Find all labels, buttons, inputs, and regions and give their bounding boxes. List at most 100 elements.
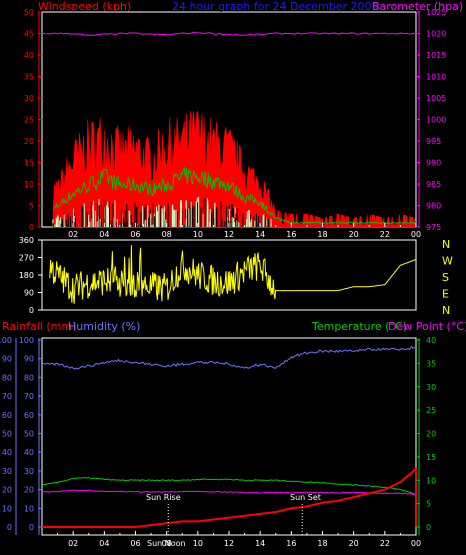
hum-ytick-label: 30 [24,467,34,476]
clim-xtick-label: 00 [411,539,421,548]
clim-xtick-label: 12 [224,539,234,548]
baro-ytick-label: 995 [426,137,441,146]
wind-ytick-label: 10 [24,180,34,189]
clim-xtick-label: 22 [380,539,390,548]
temperature-label: Temperature (°C) [311,320,407,333]
temp-ytick-label: 15 [426,453,436,462]
clim-xtick-label: 16 [286,539,296,548]
baro-ytick-label: 990 [426,159,441,168]
temp-ytick-label: 10 [426,476,436,485]
windspeed-label: Windspeed (kph) [38,0,131,13]
wind-ytick-label: 35 [24,73,34,82]
wind-ytick-label: 15 [24,159,34,168]
compass-letter: N [442,238,450,251]
gust-series [52,110,417,228]
rain-ytick-label: 30 [2,467,12,476]
temp-ytick-label: 40 [426,336,436,345]
compass-letter: E [442,288,449,301]
temp-ytick-label: 20 [426,430,436,439]
hum-ytick-label: 90 [24,355,34,364]
direction-panel-frame [41,239,417,311]
wind-ytick-label: 20 [24,137,34,146]
clim-xtick-label: 18 [317,539,327,548]
wind-xtick-label: 08 [162,230,172,239]
dewpoint-series [41,489,417,496]
compass-letter: N [442,304,450,317]
hum-ytick-label: 50 [24,430,34,439]
temp-ytick-label: 0 [426,523,431,532]
direction-series [49,245,417,304]
dir-ytick-label: 0 [29,306,34,315]
barometer-series [41,31,417,36]
rainfall-label: Rainfall (mm) [2,320,76,333]
rain-ytick-label: 100 [0,336,12,345]
compass-letter: S [442,271,449,284]
barometer-label: Barometer (hpa) [372,0,463,13]
wind-xtick-label: 12 [224,230,234,239]
wind-xtick-label: 00 [411,230,421,239]
clim-xtick-label: 04 [99,539,109,548]
baro-ytick-label: 985 [426,180,441,189]
clim-xtick-label: 10 [193,539,203,548]
wind-ytick-label: 5 [29,202,34,211]
graph-title: 24 hour graph for 24 December 2005 [172,0,379,13]
clim-xtick-label: 08 [162,539,172,548]
rain-ytick-label: 90 [2,355,12,364]
rain-ytick-label: 60 [2,411,12,420]
temp-ytick-label: 25 [426,406,436,415]
clim-xtick-label: 14 [255,539,265,548]
hum-ytick-label: 40 [24,448,34,457]
average-series [52,166,417,225]
hum-ytick-label: 80 [24,373,34,382]
dir-ytick-label: 180 [19,271,34,280]
temperature-series [41,476,417,495]
hum-ytick-label: 70 [24,392,34,401]
rain-ytick-label: 50 [2,430,12,439]
rain-ytick-label: 70 [2,392,12,401]
clim-xtick-label: 20 [349,539,359,548]
wind-xtick-label: 06 [130,230,140,239]
baro-ytick-label: 1000 [426,116,446,125]
temp-ytick-label: 35 [426,359,436,368]
wind-xtick-label: 16 [286,230,296,239]
wind-ytick-label: 25 [24,116,34,125]
sun-set-label: Sun Set [290,493,321,502]
wind-ytick-label: 30 [24,94,34,103]
temp-ytick-label: 30 [426,383,436,392]
wind-xtick-label: 10 [193,230,203,239]
baro-ytick-label: 1015 [426,51,446,60]
wind-ytick-label: 0 [29,223,34,232]
axes: 0510152025303540455097598098599099510001… [0,8,453,548]
hum-ytick-label: 20 [24,486,34,495]
hum-ytick-label: 100 [19,336,34,345]
baro-ytick-label: 975 [426,223,441,232]
wind-ytick-label: 50 [24,8,34,17]
baro-ytick-label: 1010 [426,73,446,82]
wind-xtick-label: 04 [99,230,109,239]
wind-xtick-label: 18 [317,230,327,239]
dir-ytick-label: 360 [19,236,34,245]
dir-ytick-label: 270 [19,254,34,263]
rain-ytick-label: 20 [2,486,12,495]
wind-xtick-label: 22 [380,230,390,239]
dewpoint-label: Dew Point (°C) [388,320,466,333]
dir-ytick-label: 90 [24,289,34,298]
rain-series [42,466,417,528]
wind-xtick-label: 14 [255,230,265,239]
clim-xtick-label: 06 [130,539,140,548]
wind-ytick-label: 45 [24,30,34,39]
hum-ytick-label: 10 [24,504,34,513]
rain-ytick-label: 40 [2,448,12,457]
direction-plot [49,245,417,304]
climate-plot [41,345,417,535]
wind-xtick-label: 02 [68,230,78,239]
wind-plot [41,31,417,228]
climate-panel-frame [41,337,417,536]
sun-rise-label: Sun Rise [146,493,181,502]
rain-ytick-label: 80 [2,373,12,382]
humidity-label: Humidity (%) [68,320,140,333]
baro-ytick-label: 1025 [426,8,446,17]
hum-ytick-label: 0 [29,523,34,532]
